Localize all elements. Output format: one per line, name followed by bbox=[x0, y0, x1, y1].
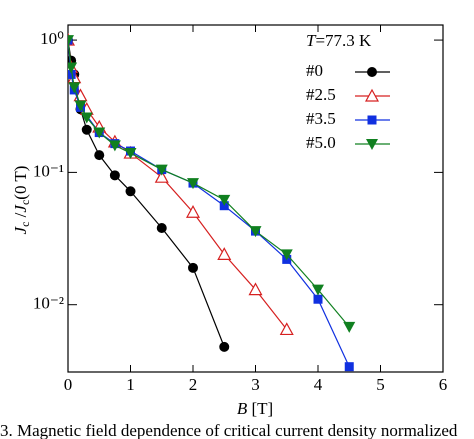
y-tick-label: 10⁰ bbox=[40, 29, 64, 48]
marker bbox=[155, 164, 168, 176]
series-line bbox=[68, 40, 350, 328]
marker bbox=[124, 148, 137, 160]
caption: 3. Magnetic field dependence of critical… bbox=[0, 421, 458, 439]
marker bbox=[217, 247, 232, 260]
marker bbox=[154, 169, 169, 183]
x-tick-label: 3 bbox=[251, 375, 260, 394]
marker bbox=[68, 35, 74, 47]
legend-marker bbox=[367, 67, 377, 77]
marker bbox=[68, 62, 78, 74]
marker bbox=[80, 112, 93, 124]
marker bbox=[109, 170, 120, 181]
marker bbox=[312, 284, 324, 296]
x-tick-label: 0 bbox=[64, 375, 73, 394]
x-tick-label: 5 bbox=[376, 375, 385, 394]
marker bbox=[280, 249, 293, 261]
marker bbox=[68, 82, 81, 94]
x-tick-label: 1 bbox=[126, 375, 135, 394]
x-tick-label: 2 bbox=[189, 375, 198, 394]
y-axis-label: Jc /Jc(0 T) bbox=[11, 166, 32, 235]
plot-area bbox=[68, 32, 356, 372]
marker bbox=[343, 321, 356, 333]
legend-label: #0 bbox=[306, 61, 323, 80]
series-line bbox=[68, 39, 225, 348]
marker bbox=[125, 186, 136, 197]
marker bbox=[279, 322, 294, 336]
marker bbox=[313, 294, 323, 304]
y-tick-label: 10⁻¹ bbox=[33, 161, 64, 180]
marker bbox=[93, 127, 106, 139]
y-tick-label: 10⁻² bbox=[33, 294, 64, 313]
legend-marker bbox=[364, 88, 380, 102]
marker bbox=[188, 262, 198, 273]
legend-marker bbox=[366, 139, 378, 150]
x-tick-label: 4 bbox=[314, 375, 323, 394]
marker bbox=[249, 226, 262, 238]
marker bbox=[344, 362, 354, 372]
marker bbox=[81, 124, 92, 135]
legend-label: #5.0 bbox=[306, 133, 336, 152]
legend-label: #3.5 bbox=[306, 109, 336, 128]
marker bbox=[219, 341, 230, 352]
plot-frame bbox=[67, 24, 444, 373]
marker bbox=[185, 204, 201, 218]
marker bbox=[218, 194, 231, 206]
legend-marker bbox=[367, 115, 377, 125]
annotation: T=77.3 K bbox=[306, 31, 372, 50]
marker bbox=[248, 282, 263, 296]
marker bbox=[108, 140, 121, 152]
legend-label: #2.5 bbox=[306, 85, 336, 104]
marker bbox=[156, 222, 167, 233]
marker bbox=[187, 178, 199, 190]
marker bbox=[94, 150, 105, 161]
marker bbox=[74, 100, 87, 112]
x-axis-label: B [T] bbox=[237, 399, 273, 418]
x-tick-label: 6 bbox=[439, 375, 448, 394]
